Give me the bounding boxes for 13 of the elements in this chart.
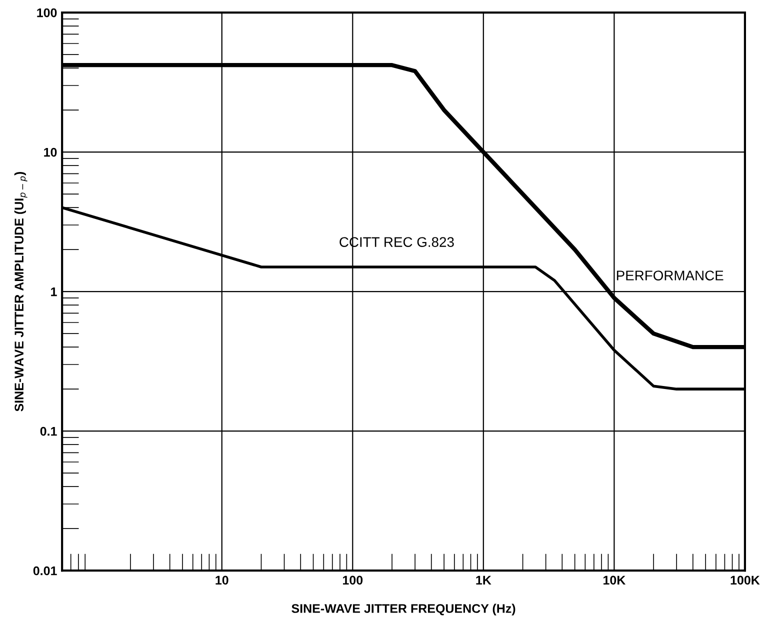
- y-tick-label: 10: [44, 148, 57, 157]
- x-tick-label: 1K: [476, 576, 492, 584]
- x-axis-title: SINE-WAVE JITTER FREQUENCY (Hz): [292, 604, 516, 616]
- x-tick-label: 100K: [730, 576, 760, 585]
- y-tick-label: 0.01: [33, 566, 57, 576]
- y-tick-label: 1: [51, 287, 57, 296]
- series-label: PERFORMANCE: [616, 270, 724, 280]
- x-tick-label: 10K: [604, 576, 626, 585]
- x-tick-label: 100: [343, 576, 363, 585]
- y-tick-label: 100: [37, 8, 57, 18]
- y-tick-label: 0.1: [40, 426, 57, 436]
- y-axis-title: SINE-WAVE JITTER AMPLITUDE (UI$_{p−p}$): [14, 172, 28, 412]
- x-tick-label: 10: [216, 576, 228, 585]
